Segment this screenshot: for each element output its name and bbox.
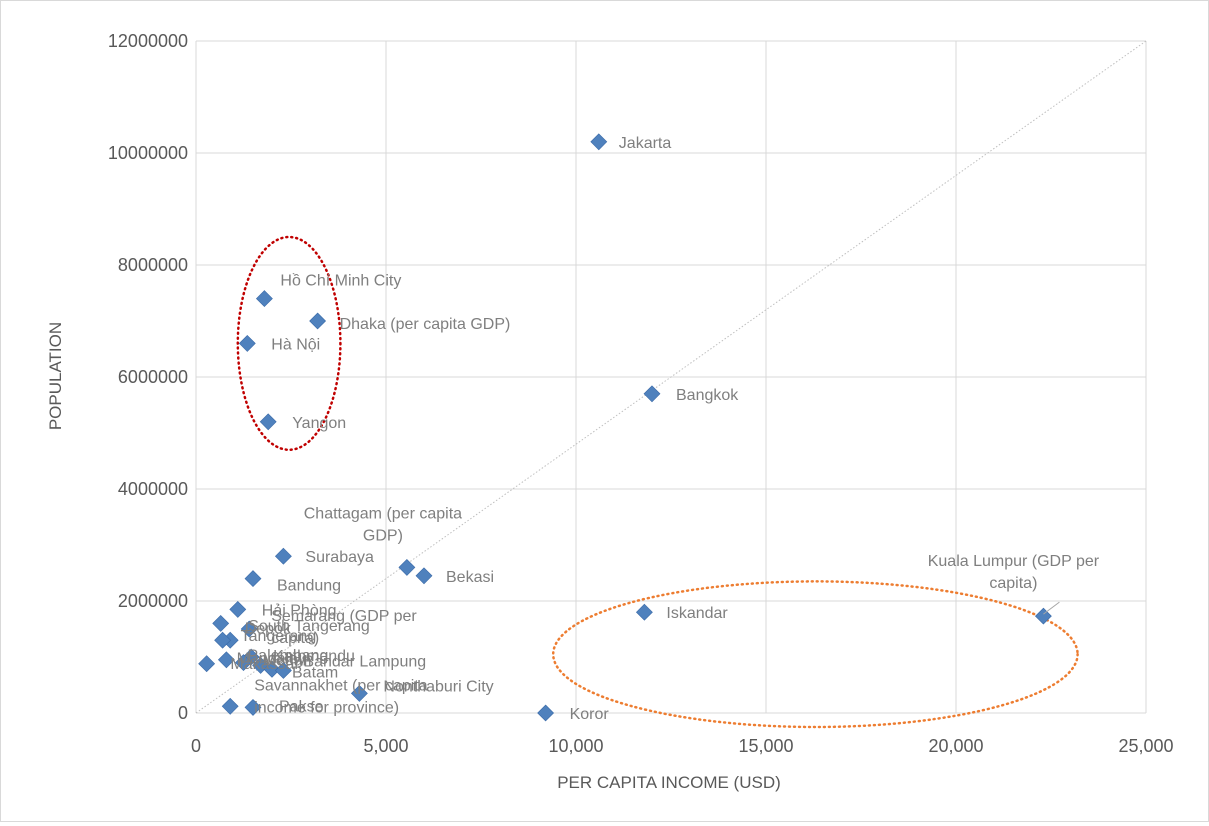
data-point (1034, 607, 1052, 625)
point-label: Bekasi (446, 569, 494, 586)
point-labels: Jakarta Hồ Chí Minh City Dhaka (per capita… (230, 135, 1099, 723)
highlight-ellipse (236, 235, 342, 452)
data-point (415, 567, 433, 585)
leader-line (1043, 601, 1060, 615)
data-point (350, 684, 368, 702)
point-label: Medan (263, 652, 312, 669)
trendline (195, 40, 1147, 714)
data-point (240, 620, 258, 638)
data-point (537, 704, 555, 722)
point-label: Iskandar (666, 605, 728, 622)
point-label: Hải Phòng (262, 602, 337, 619)
point-label: Depok (245, 620, 292, 637)
data-point (309, 312, 327, 330)
point-label: Koror (570, 706, 610, 723)
y-axis-title: POPULATION (46, 322, 65, 430)
tick-labels: 0 2000000 4000000 6000000 8000000 10000000 120… (108, 31, 1174, 756)
point-label: Yangon (292, 415, 346, 432)
data-points (198, 133, 1052, 722)
point-label: Jakarta (619, 135, 672, 152)
point-label: Dhaka (per capita GDP) (340, 316, 511, 333)
data-point (274, 547, 292, 565)
point-label: Semarang (GDP per capita) (271, 608, 417, 647)
data-point (214, 631, 232, 649)
data-point (635, 603, 653, 621)
point-label: Kuala Lumpur (GDP per capita) (928, 553, 1100, 592)
data-point (229, 600, 247, 618)
point-label: Surabaya (305, 549, 374, 566)
data-point (263, 660, 281, 678)
point-label: Hà Nội (271, 336, 320, 353)
point-label: Kathmandu (273, 648, 355, 665)
data-point (590, 133, 608, 151)
y-tick-label: 12000000 (108, 31, 188, 51)
point-label: Makassar (230, 656, 300, 673)
y-tick-label: 6000000 (118, 367, 188, 387)
y-tick-label: 0 (178, 703, 188, 723)
x-tick-label: 25,000 (1118, 736, 1173, 756)
data-point (259, 413, 277, 431)
trendline-line (195, 40, 1147, 714)
point-label: Tangerang (241, 628, 317, 645)
data-point (643, 385, 661, 403)
data-point (398, 558, 416, 576)
x-tick-label: 0 (191, 736, 201, 756)
x-tick-label: 20,000 (928, 736, 983, 756)
point-label: South Tangerang (248, 618, 370, 635)
y-tick-label: 8000000 (118, 255, 188, 275)
point-label: Palembang (248, 648, 329, 665)
point-label: Pakse (279, 698, 324, 715)
x-tick-label: 15,000 (738, 736, 793, 756)
x-tick-label: 5,000 (363, 736, 408, 756)
x-axis-title: PER CAPITA INCOME (USD) (557, 773, 781, 792)
point-label: Mandalay (237, 651, 306, 668)
data-point (217, 651, 235, 669)
point-label: Bandung (277, 578, 341, 595)
y-tick-label: 2000000 (118, 591, 188, 611)
data-point (198, 655, 216, 673)
y-tick-label: 4000000 (118, 479, 188, 499)
x-tick-label: 10,000 (548, 736, 603, 756)
y-tick-label: 10000000 (108, 143, 188, 163)
point-label: Hồ Chí Minh City (280, 273, 401, 290)
point-label: Batam (292, 664, 338, 681)
point-label: Chattagam (per capita GDP) (304, 505, 462, 544)
data-point (212, 614, 230, 632)
data-point (238, 334, 256, 352)
point-label: Bangkok (676, 387, 739, 404)
data-point (274, 662, 292, 679)
data-point (244, 570, 262, 588)
data-point (235, 654, 252, 672)
point-label: Savannakhet (per capita income for provin… (254, 677, 428, 716)
point-label: Nonthaburi City (383, 678, 493, 695)
highlight-ellipse (551, 580, 1079, 729)
data-point (244, 698, 262, 716)
data-point (221, 697, 239, 715)
point-label: Bandar Lampung (303, 653, 426, 670)
data-point (255, 290, 273, 308)
annotations (236, 235, 1079, 729)
